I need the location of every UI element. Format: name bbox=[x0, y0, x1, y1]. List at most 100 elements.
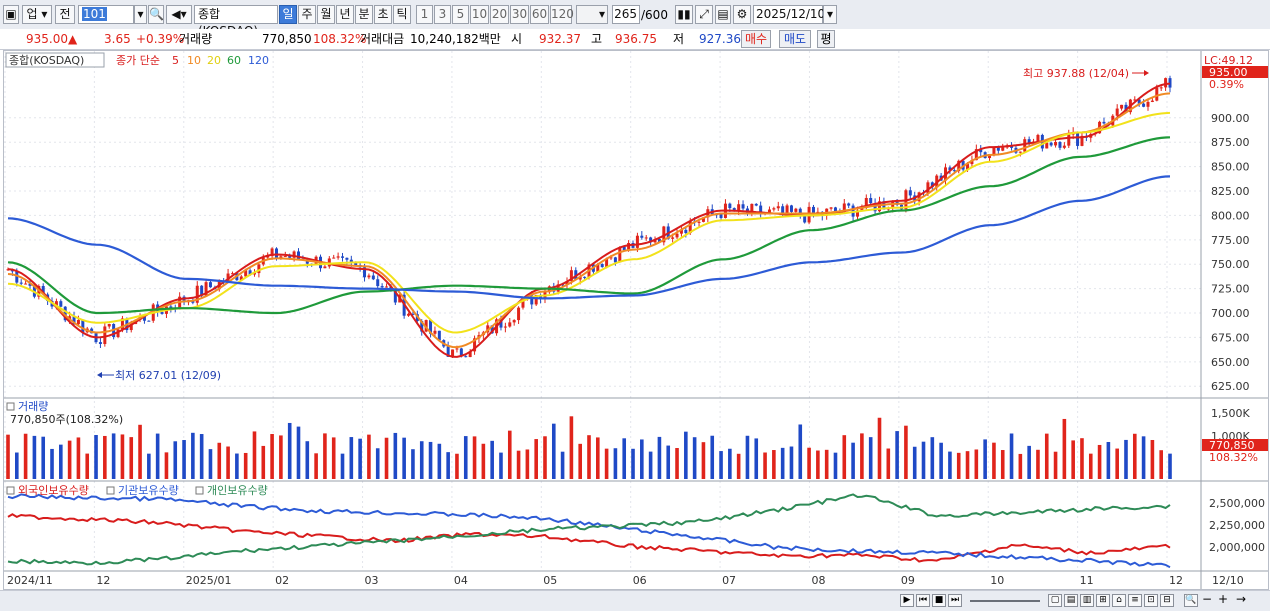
ma-line-10 bbox=[7, 92, 1171, 349]
interval-button-1[interactable]: 1 bbox=[416, 5, 433, 24]
candle-settings-icon[interactable]: ▮▮ bbox=[675, 5, 693, 24]
interval-button-10[interactable]: 10 bbox=[470, 5, 489, 24]
view-icon-7[interactable]: ⊡ bbox=[1144, 594, 1158, 607]
candle-body bbox=[772, 208, 776, 210]
eval-button[interactable]: 평 bbox=[817, 30, 835, 48]
chart-frame[interactable]: 종합(KOSDAQ) 종가 단순 5 10 20 60 120 최고 937.8… bbox=[3, 50, 1269, 590]
view-icon-6[interactable]: ≡ bbox=[1128, 594, 1142, 607]
speaker-icon[interactable]: ◀▾ bbox=[166, 5, 192, 24]
volume-bar bbox=[516, 450, 521, 479]
up-arrow-icon: ▲ bbox=[68, 32, 78, 46]
volume-bar bbox=[604, 448, 609, 479]
date-input[interactable]: 2025/12/10 bbox=[753, 5, 825, 24]
code-input[interactable]: 101 bbox=[78, 5, 134, 24]
sell-button[interactable]: 매도 bbox=[779, 30, 811, 48]
prev-button[interactable]: 전 bbox=[55, 5, 75, 24]
candle-body bbox=[451, 349, 455, 357]
scroll-right-icon[interactable]: ▶ bbox=[900, 594, 914, 607]
scroll-first-icon[interactable]: ⏮ bbox=[916, 594, 930, 607]
volume-panel-toggle[interactable] bbox=[6, 402, 15, 411]
volume-bar bbox=[675, 448, 679, 479]
interval-button-120[interactable]: 120 bbox=[550, 5, 574, 24]
candle-body bbox=[120, 318, 124, 330]
candle-body bbox=[63, 306, 67, 321]
ma-line-5 bbox=[7, 82, 1171, 358]
market-select[interactable]: 업 ▾ bbox=[22, 5, 52, 24]
candle-body bbox=[178, 296, 182, 310]
interval-button-20[interactable]: 20 bbox=[490, 5, 509, 24]
interval-dropdown[interactable]: ▾ bbox=[576, 5, 608, 24]
stop-icon[interactable]: ■ bbox=[932, 594, 946, 607]
interval-button-30[interactable]: 30 bbox=[510, 5, 529, 24]
candle-body bbox=[252, 273, 256, 275]
volume-bar bbox=[939, 442, 943, 479]
candle-body bbox=[776, 206, 780, 209]
arrow-icon[interactable]: → bbox=[1235, 592, 1247, 606]
calendar-dropdown-icon[interactable]: ▾ bbox=[823, 5, 837, 24]
interval-button-3[interactable]: 3 bbox=[434, 5, 451, 24]
zoom-slider[interactable] bbox=[970, 600, 1040, 602]
search-icon[interactable]: 🔍 bbox=[148, 5, 164, 24]
volume-title: 거래량 bbox=[18, 400, 48, 413]
code-dropdown-icon[interactable]: ▾ bbox=[134, 5, 147, 24]
tab-period-6[interactable]: 틱 bbox=[393, 5, 411, 24]
amount-label: 거래대금 bbox=[360, 32, 405, 46]
draw-tool-icon[interactable]: ⤢ bbox=[695, 5, 713, 24]
candle-body bbox=[266, 256, 270, 258]
candle-body bbox=[437, 330, 441, 341]
view-icon-3[interactable]: ▥ bbox=[1080, 594, 1094, 607]
legend-indiv-toggle[interactable] bbox=[195, 486, 204, 495]
tab-period-0[interactable]: 일 bbox=[279, 5, 297, 24]
low-annotation: 최저 627.01 (12/09) bbox=[115, 369, 221, 382]
candle-body bbox=[521, 299, 525, 308]
view-icon-8[interactable]: ⊟ bbox=[1160, 594, 1174, 607]
volume-bar bbox=[1080, 438, 1084, 479]
zoom-in-icon[interactable]: 🔍 bbox=[1184, 594, 1198, 607]
volume-bar bbox=[252, 431, 257, 479]
tab-period-2[interactable]: 월 bbox=[317, 5, 335, 24]
candle-body bbox=[1001, 147, 1005, 151]
tab-period-4[interactable]: 분 bbox=[355, 5, 373, 24]
count-input[interactable]: 265 bbox=[612, 5, 640, 24]
view-icon-2[interactable]: ▤ bbox=[1064, 594, 1078, 607]
buy-button[interactable]: 매수 bbox=[741, 30, 771, 48]
volume-bar bbox=[1106, 441, 1111, 479]
candle-body bbox=[1133, 99, 1137, 101]
candle-body bbox=[248, 270, 252, 275]
ma-period-60: 60 bbox=[227, 54, 241, 67]
legend-inst-toggle[interactable] bbox=[106, 486, 115, 495]
interval-button-5[interactable]: 5 bbox=[452, 5, 469, 24]
volume-bar bbox=[226, 446, 230, 479]
tab-period-5[interactable]: 초 bbox=[374, 5, 392, 24]
holdings-panel-toggle[interactable] bbox=[6, 486, 15, 495]
interval-button-60[interactable]: 60 bbox=[530, 5, 549, 24]
candle-body bbox=[1115, 108, 1119, 116]
minus-icon[interactable]: − bbox=[1201, 592, 1213, 606]
save-icon[interactable]: ▤ bbox=[715, 5, 731, 24]
candle-body bbox=[917, 192, 921, 202]
scroll-last-icon[interactable]: ⏭ bbox=[948, 594, 962, 607]
volume-bar bbox=[666, 445, 671, 479]
candle-body bbox=[534, 294, 538, 305]
volume-bar bbox=[613, 448, 618, 479]
candle-body bbox=[371, 275, 375, 280]
tab-period-3[interactable]: 년 bbox=[336, 5, 354, 24]
volume-bar bbox=[992, 442, 996, 479]
plus-icon[interactable]: + bbox=[1217, 592, 1229, 606]
chart-svg[interactable]: 종합(KOSDAQ) 종가 단순 5 10 20 60 120 최고 937.8… bbox=[4, 51, 1268, 589]
x-axis-label-12: 11 bbox=[1080, 574, 1094, 587]
gear-icon[interactable]: ⚙ bbox=[733, 5, 751, 24]
tab-period-1[interactable]: 주 bbox=[298, 5, 316, 24]
candle-body bbox=[28, 283, 32, 286]
series-label-box[interactable] bbox=[5, 52, 105, 68]
price-bar: 935.00 ▲ 3.65 +0.39% 거래량 770,850 108.32%… bbox=[0, 29, 1270, 50]
view-icon-5[interactable]: ⌂ bbox=[1112, 594, 1126, 607]
view-icon-1[interactable]: ▢ bbox=[1048, 594, 1062, 607]
candle-body bbox=[750, 203, 754, 213]
volume-bar bbox=[648, 451, 653, 479]
volume-bar bbox=[67, 440, 72, 479]
layout-icon[interactable]: ▣ bbox=[3, 5, 19, 24]
candle-body bbox=[803, 215, 807, 223]
view-icon-4[interactable]: ⊞ bbox=[1096, 594, 1110, 607]
volume-bar bbox=[375, 448, 380, 479]
